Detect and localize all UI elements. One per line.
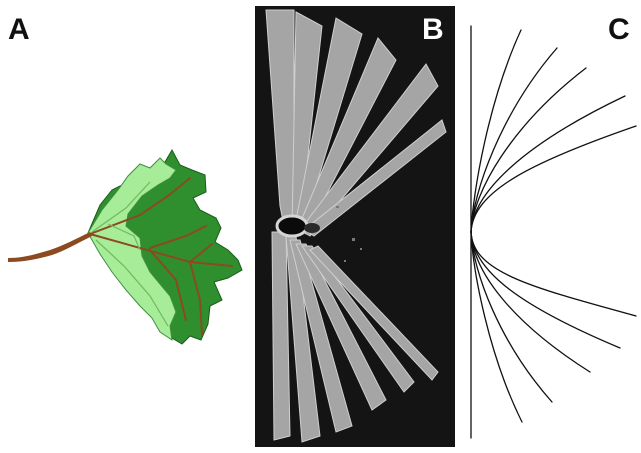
model-curve-line xyxy=(470,47,558,233)
scan-center-hole xyxy=(275,214,309,238)
model-curve-line xyxy=(470,95,626,233)
panel-a-leaf xyxy=(8,148,243,345)
panel-label-b: B xyxy=(422,13,444,46)
scan-center-shadow xyxy=(304,223,320,233)
leaf-veins xyxy=(89,177,233,335)
model-curve-line xyxy=(470,231,523,423)
scan-strips-lower xyxy=(271,231,439,443)
scan-strips-upper xyxy=(265,9,447,237)
model-curve-line xyxy=(470,231,621,349)
model-curve-line xyxy=(470,231,637,317)
model-curve-line xyxy=(470,67,587,233)
leaf-light-half xyxy=(87,157,177,342)
scan-specks xyxy=(336,206,362,262)
leaf-stem xyxy=(8,232,92,262)
model-curve-line xyxy=(470,231,591,373)
panel-b-scan xyxy=(255,6,455,447)
leaf-light-veins xyxy=(91,181,169,327)
panel-c-fan-model xyxy=(470,25,637,439)
model-curve-line xyxy=(470,125,637,233)
panel-label-c: C xyxy=(608,13,630,46)
panel-label-a: A xyxy=(8,13,30,46)
model-curve-line xyxy=(470,29,522,233)
model-curve-line xyxy=(470,231,553,403)
